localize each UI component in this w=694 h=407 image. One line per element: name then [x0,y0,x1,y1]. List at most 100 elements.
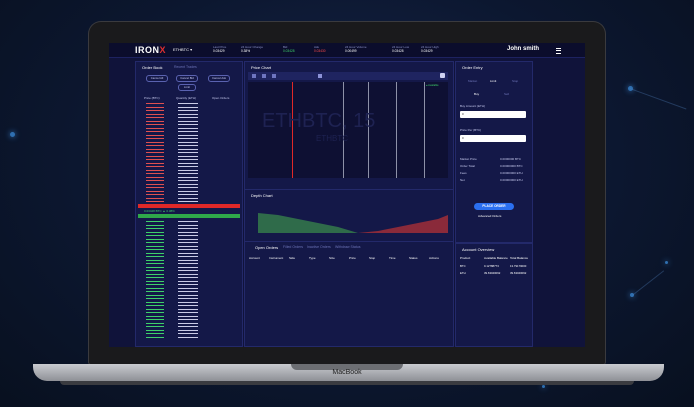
order-book-row[interactable] [138,186,238,189]
order-book-row[interactable] [138,259,238,262]
pair-selector[interactable]: ETHBTC ▾ [173,47,193,52]
depth-chart-svg[interactable] [248,201,448,241]
order-book-row[interactable] [138,231,238,234]
order-book-row[interactable] [138,169,238,172]
advanced-orders-link[interactable]: Advanced Orders [478,214,502,218]
toolbar-indicator-icon[interactable] [272,74,276,78]
quantity-cell [178,173,198,175]
cancel-bid-button[interactable]: Cancel Bid [176,75,198,82]
order-book-row[interactable] [138,102,238,105]
toolbar-candle-icon[interactable] [262,74,266,78]
order-book-row[interactable] [138,266,238,269]
order-book-row[interactable] [138,116,238,119]
order-book-row[interactable] [138,224,238,227]
order-book-row[interactable] [138,127,238,130]
place-order-button[interactable]: PLACE ORDER [474,203,514,210]
order-book-row[interactable] [138,238,238,241]
type-stop[interactable]: Stop [512,79,519,83]
order-book-row[interactable] [138,144,238,147]
order-book-row[interactable] [138,318,238,321]
order-book-row[interactable] [138,183,238,186]
order-book-row[interactable] [138,172,238,175]
order-book-row[interactable] [138,308,238,311]
order-book-row[interactable] [138,220,238,223]
user-name[interactable]: John smith [507,46,540,52]
type-limit[interactable]: Limit [490,79,497,83]
open-orders-title[interactable]: Open Orders [255,245,279,250]
order-book-row[interactable] [138,162,238,165]
order-book-row[interactable] [138,137,238,140]
order-book-row[interactable] [138,280,238,283]
order-book-row[interactable] [138,276,238,279]
side-buy[interactable]: Buy [474,92,480,96]
order-book-row[interactable] [138,197,238,200]
order-book-row[interactable] [138,179,238,182]
order-book-row[interactable] [138,336,238,339]
order-book-row[interactable] [138,311,238,314]
order-book-row[interactable] [138,332,238,335]
order-book-row[interactable] [138,234,238,237]
price-input[interactable]: 0 [460,135,526,142]
price-cell [146,256,164,258]
order-book-row[interactable] [138,304,238,307]
tab-filled-orders[interactable]: Filled Orders [283,245,304,249]
quantity-cell [178,148,198,150]
best-bid-row[interactable] [138,214,240,218]
order-book-row[interactable] [138,255,238,258]
cancel-ask-button[interactable]: Cancel Ask [208,75,230,82]
order-book-row[interactable] [138,325,238,328]
order-book-row[interactable] [138,109,238,112]
logo: IRONX [135,45,167,55]
tab-recent-trades[interactable]: Recent Trades [174,65,197,69]
order-book-row[interactable] [138,287,238,290]
order-book-row[interactable] [138,241,238,244]
type-market[interactable]: Market [468,79,478,83]
order-book-row[interactable] [138,190,238,193]
order-book-row[interactable] [138,134,238,137]
order-book-row[interactable] [138,290,238,293]
order-book-row[interactable] [138,120,238,123]
order-book-row[interactable] [138,158,238,161]
cancel-all-button[interactable]: Cancel All [146,75,168,82]
order-book-row[interactable] [138,113,238,116]
order-book-row[interactable] [138,141,238,144]
tab-withdraw-status[interactable]: Withdraw Status [335,245,361,249]
account-cell: 0.12788773 [484,264,499,268]
order-book-row[interactable] [138,200,238,203]
order-book-row[interactable] [138,151,238,154]
order-book-row[interactable] [138,269,238,272]
order-book-row[interactable] [138,283,238,286]
order-book-row[interactable] [138,301,238,304]
order-book-row[interactable] [138,106,238,109]
menu-icon[interactable] [556,48,561,54]
order-book-row[interactable] [138,130,238,133]
best-ask-row[interactable] [138,204,240,208]
order-book-row[interactable] [138,193,238,196]
order-book-row[interactable] [138,297,238,300]
price-cell [146,124,164,126]
order-book-row[interactable] [138,155,238,158]
camera-icon[interactable] [440,73,445,78]
side-sell[interactable]: Sell [504,92,510,96]
order-book-row[interactable] [138,227,238,230]
order-book-row[interactable] [138,273,238,276]
order-book-row[interactable] [138,315,238,318]
order-book-row[interactable] [138,252,238,255]
toolbar-zoom-icon[interactable] [252,74,256,78]
order-book-row[interactable] [138,165,238,168]
quantity-cell [178,180,198,182]
order-book-row[interactable] [138,322,238,325]
limit-select[interactable]: Limit [178,84,196,91]
order-book-row[interactable] [138,262,238,265]
order-book-row[interactable] [138,176,238,179]
order-book-row[interactable] [138,245,238,248]
order-book-row[interactable] [138,294,238,297]
order-book-row[interactable] [138,329,238,332]
toolbar-settings-icon[interactable] [318,74,322,78]
tab-inactive-orders[interactable]: Inactive Orders [307,245,331,249]
amount-input[interactable]: 0 [460,111,526,118]
order-book-row[interactable] [138,148,238,151]
price-chart-area[interactable]: ETHBTC, 15 ETHBTC ● Available [248,82,448,178]
order-book-row[interactable] [138,123,238,126]
order-book-row[interactable] [138,248,238,251]
